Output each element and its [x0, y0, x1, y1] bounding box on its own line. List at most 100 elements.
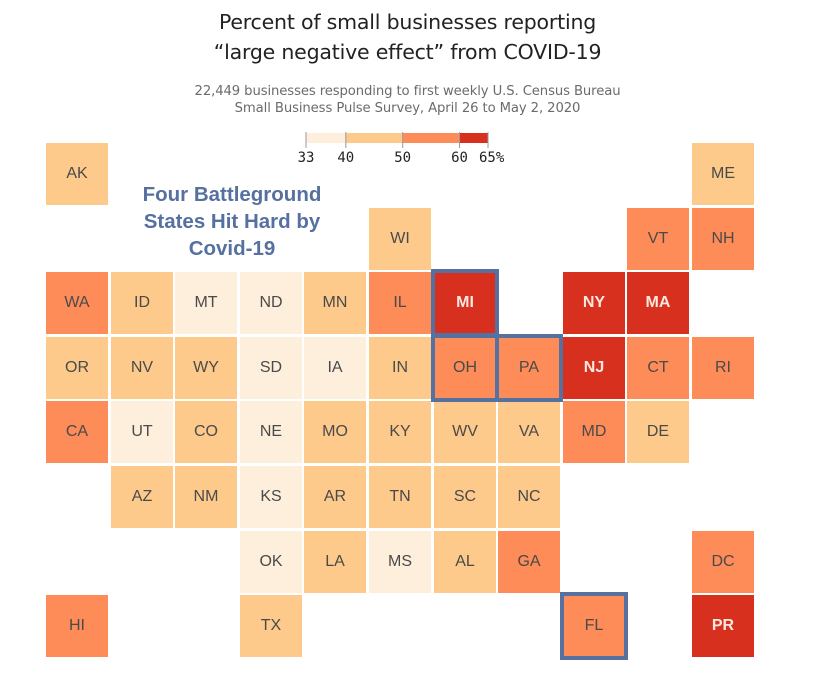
annotation-line-3: Covid-19 — [188, 237, 276, 260]
chart-title-line-2: “large negative effect” from COVID-19 — [213, 40, 602, 64]
state-label: GA — [517, 553, 541, 570]
state-tile-wi: WI — [369, 208, 431, 270]
state-tile-ms: MS — [369, 531, 431, 593]
state-tile-az: AZ — [111, 466, 173, 528]
state-label: ND — [259, 294, 283, 311]
state-label: VA — [518, 423, 540, 440]
state-tile-oh: OH — [434, 337, 496, 399]
state-label: NY — [582, 294, 606, 311]
state-label: ME — [711, 165, 735, 182]
battleground-annotation: Four Battleground States Hit Hard by Cov… — [107, 181, 357, 262]
state-tile-pa: PA — [498, 337, 560, 399]
state-tile-fl: FL — [563, 595, 625, 657]
state-label: IL — [393, 294, 407, 311]
state-label: SC — [453, 488, 477, 505]
state-label: KY — [389, 423, 411, 440]
state-label: NC — [517, 488, 541, 505]
state-tile-wv: WV — [434, 401, 496, 463]
state-label: AL — [455, 553, 475, 570]
state-tile-la: LA — [304, 531, 366, 593]
state-tile-or: OR — [46, 337, 108, 399]
state-label: MO — [322, 423, 348, 440]
state-tile-pr: PR — [692, 595, 754, 657]
state-tile-sd: SD — [240, 337, 302, 399]
state-label: IN — [392, 359, 408, 376]
chart-title-line-1: Percent of small businesses reporting — [218, 10, 597, 34]
state-label: ID — [134, 294, 150, 311]
state-label: OR — [65, 359, 89, 376]
state-label: WY — [193, 359, 219, 376]
state-label: DE — [646, 423, 670, 440]
state-tile-nc: NC — [498, 466, 560, 528]
state-label: TN — [389, 488, 411, 505]
state-label: MN — [322, 294, 348, 311]
state-label: NV — [130, 359, 154, 376]
state-label: WI — [390, 230, 410, 247]
state-tile-in: IN — [369, 337, 431, 399]
state-tile-nj: NJ — [563, 337, 625, 399]
state-tile-ri: RI — [692, 337, 754, 399]
state-tile-me: ME — [692, 143, 754, 205]
state-label: MS — [388, 553, 412, 570]
state-tile-ca: CA — [46, 401, 108, 463]
state-label: FL — [584, 617, 604, 634]
state-tile-ok: OK — [240, 531, 302, 593]
state-tile-ky: KY — [369, 401, 431, 463]
state-tile-va: VA — [498, 401, 560, 463]
state-label: OH — [453, 359, 477, 376]
state-tile-de: DE — [627, 401, 689, 463]
state-tile-ct: CT — [627, 337, 689, 399]
state-tile-mi: MI — [434, 272, 496, 334]
state-tile-ny: NY — [563, 272, 625, 334]
state-label: UT — [131, 423, 153, 440]
state-label: OK — [259, 553, 283, 570]
state-tile-sc: SC — [434, 466, 496, 528]
chart-subtitle-line-2: Small Business Pulse Survey, April 26 to… — [234, 101, 581, 116]
state-tile-md: MD — [563, 401, 625, 463]
state-label: DC — [711, 553, 735, 570]
state-label: NM — [193, 488, 219, 505]
state-tile-hi: HI — [46, 595, 108, 657]
state-tile-mt: MT — [175, 272, 237, 334]
state-tile-mn: MN — [304, 272, 366, 334]
state-label: LA — [325, 553, 345, 570]
state-tile-nv: NV — [111, 337, 173, 399]
state-tile-nm: NM — [175, 466, 237, 528]
state-label: MT — [194, 294, 218, 311]
state-label: MD — [581, 423, 607, 440]
state-tile-il: IL — [369, 272, 431, 334]
state-tile-nh: NH — [692, 208, 754, 270]
state-tile-ma: MA — [627, 272, 689, 334]
state-tile-nd: ND — [240, 272, 302, 334]
state-tile-al: AL — [434, 531, 496, 593]
state-label: IA — [327, 359, 343, 376]
state-label: NJ — [583, 359, 605, 376]
state-tile-ar: AR — [304, 466, 366, 528]
state-tile-wa: WA — [46, 272, 108, 334]
state-label: KS — [260, 488, 282, 505]
state-label: MA — [645, 294, 671, 311]
state-label: PA — [518, 359, 540, 376]
state-label: WA — [64, 294, 90, 311]
state-label: PR — [711, 617, 735, 634]
state-label: CO — [194, 423, 218, 440]
state-label: AR — [323, 488, 347, 505]
state-tile-ne: NE — [240, 401, 302, 463]
state-label: NH — [711, 230, 735, 247]
state-tile-mo: MO — [304, 401, 366, 463]
state-tile-dc: DC — [692, 531, 754, 593]
state-label: WV — [452, 423, 478, 440]
annotation-line-1: Four Battleground — [142, 183, 322, 206]
state-label: CA — [65, 423, 89, 440]
state-label: AK — [66, 165, 88, 182]
state-tile-tn: TN — [369, 466, 431, 528]
state-tile-tx: TX — [240, 595, 302, 657]
state-tile-wy: WY — [175, 337, 237, 399]
state-label: VT — [647, 230, 669, 247]
state-label: TX — [260, 617, 282, 634]
state-label: NE — [259, 423, 283, 440]
state-tile-co: CO — [175, 401, 237, 463]
state-tile-ks: KS — [240, 466, 302, 528]
state-tile-vt: VT — [627, 208, 689, 270]
